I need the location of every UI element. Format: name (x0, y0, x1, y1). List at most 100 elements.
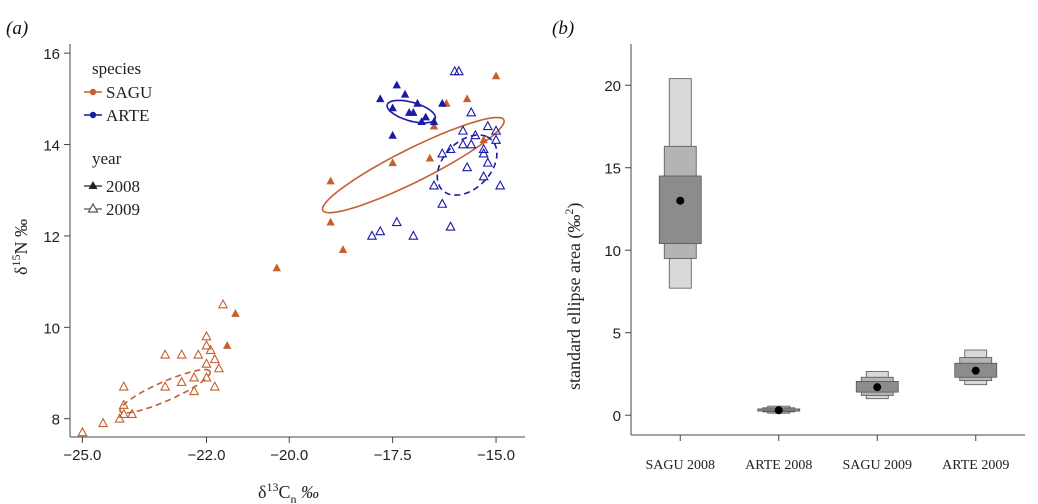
point-sagu-2008 (462, 94, 472, 103)
point-sagu-2008 (326, 176, 335, 185)
point-arte-2009 (478, 170, 489, 181)
point-arte-2008 (400, 89, 410, 98)
point-arte-2009 (375, 225, 386, 236)
point-arte-2009 (408, 230, 419, 240)
y-tick-label: 8 (52, 412, 60, 429)
point-arte-2009 (457, 125, 469, 135)
point-arte-2009 (453, 65, 464, 76)
b-x-tick-label: ARTE 2008 (745, 458, 812, 473)
b-x-tick-label: SAGU 2009 (842, 458, 912, 473)
box-mode-3 (971, 366, 980, 375)
point-sagu-2008 (479, 135, 488, 144)
point-arte-2009 (391, 216, 402, 227)
point-sagu-2009 (176, 349, 187, 359)
point-sagu-2009 (160, 381, 171, 391)
panel-b-y-axis-title: standard ellipse area (‰2) (562, 203, 585, 390)
legend: species SAGU ARTE year 2008 2009 (84, 59, 152, 219)
box-mode-1 (774, 406, 783, 415)
point-arte-2009 (482, 120, 493, 131)
point-sagu-2009 (176, 376, 187, 387)
legend-2009-label: 2009 (106, 200, 140, 219)
ellipse-sagu-2008 (321, 116, 505, 214)
x-tick-label: −15.0 (477, 447, 515, 464)
panel-b-ticks: 0 5 10 15 20 SAGU 2008 ARTE 2008 SAGU 2009 ARTE … (604, 78, 1009, 473)
point-sagu-2008 (231, 309, 240, 317)
point-arte-2009 (478, 148, 489, 158)
box-mode-2 (873, 383, 882, 392)
panel-b-label: (b) (552, 18, 574, 39)
y-tick-label: 16 (43, 46, 60, 63)
point-arte-2009 (478, 143, 489, 153)
y-tick-label: 12 (43, 229, 60, 246)
point-arte-2009 (466, 138, 477, 149)
y-tick-label: 10 (43, 320, 60, 337)
point-arte-2009 (445, 221, 456, 231)
x-tick-label: −20.0 (270, 447, 308, 464)
point-sagu-2009 (188, 385, 200, 396)
panel-b-boxes (658, 78, 998, 415)
point-sagu-2009 (213, 362, 225, 373)
point-sagu-2009 (97, 417, 109, 428)
b-x-tick-label: ARTE 2009 (942, 458, 1009, 473)
b-y-tick-label: 20 (604, 78, 621, 95)
box-mode-0 (676, 196, 685, 205)
point-sagu-2008 (425, 153, 435, 162)
point-sagu-2008 (388, 158, 397, 167)
point-arte-2008 (413, 98, 422, 107)
point-arte-2009 (470, 129, 481, 140)
panel-a-label: (a) (6, 18, 28, 39)
panel-a: (a) −25.0 −22.0 −20.0 −17.5 −15.0 8 10 12 14 16 s… (6, 18, 525, 504)
point-sagu-2009 (209, 381, 220, 391)
point-sagu-2008 (491, 71, 501, 80)
point-sagu-2009 (201, 330, 212, 341)
point-sagu-2009 (201, 358, 212, 368)
panel-a-ellipses (119, 99, 505, 414)
point-arte-2009 (482, 157, 493, 167)
x-tick-label: −22.0 (188, 447, 226, 464)
point-arte-2008 (376, 94, 385, 103)
point-sagu-2009 (118, 399, 129, 409)
legend-year-title: year (92, 149, 122, 168)
point-arte-2009 (495, 180, 506, 190)
point-arte-2009 (445, 143, 456, 153)
box-ci50-0 (658, 175, 702, 245)
point-arte-2008 (438, 98, 447, 107)
point-arte-2008 (421, 112, 430, 121)
legend-arte-marker (89, 111, 97, 119)
ellipse-arte-2009 (436, 134, 498, 196)
point-sagu-2008 (429, 121, 439, 130)
b-y-tick-label: 5 (613, 326, 621, 343)
point-arte-2009 (490, 125, 502, 135)
legend-2008-marker (88, 181, 98, 189)
panel-a-axes (69, 44, 525, 438)
point-sagu-2009 (160, 349, 171, 359)
point-arte-2008 (417, 117, 426, 125)
point-arte-2008 (392, 80, 401, 89)
point-sagu-2009 (114, 413, 125, 423)
point-sagu-2009 (126, 408, 138, 419)
point-arte-2008 (429, 117, 439, 125)
point-arte-2009 (437, 198, 448, 208)
panel-a-x-axis-title: δ13Cn ‰ (258, 480, 319, 504)
point-sagu-2009 (118, 408, 129, 419)
b-y-tick-label: 0 (613, 408, 621, 425)
point-arte-2009 (457, 138, 469, 149)
point-arte-2008 (409, 108, 418, 116)
legend-species-title: species (92, 59, 141, 78)
legend-arte-label: ARTE (106, 106, 149, 125)
point-arte-2008 (388, 130, 397, 139)
x-tick-label: −25.0 (63, 447, 101, 464)
point-arte-2009 (490, 134, 502, 144)
point-sagu-2009 (217, 298, 229, 309)
y-tick-label: 14 (43, 138, 60, 155)
point-sagu-2009 (118, 381, 129, 391)
point-sagu-2008 (222, 341, 232, 349)
panel-b: (b) 0 5 10 15 20 SAGU 2008 ARTE 2008 SAGU 2009 A… (552, 18, 1025, 473)
point-arte-2009 (466, 106, 477, 117)
b-x-tick-label: SAGU 2008 (645, 458, 715, 473)
legend-sagu-label: SAGU (106, 83, 152, 102)
point-arte-2009 (437, 148, 448, 158)
point-sagu-2009 (201, 339, 212, 350)
point-sagu-2008 (338, 245, 348, 253)
